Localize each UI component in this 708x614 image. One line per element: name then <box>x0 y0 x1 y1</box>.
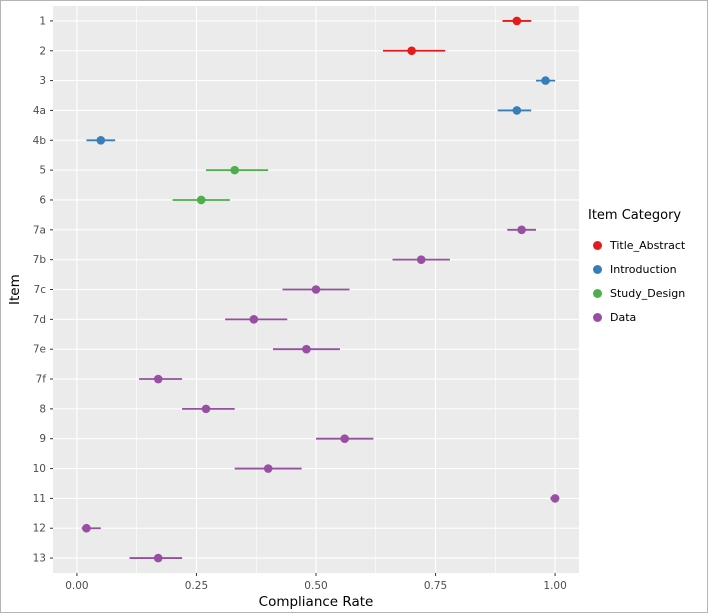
y-tick-label: 4b <box>33 135 47 147</box>
x-axis-title: Compliance Rate <box>258 594 374 610</box>
axes: 0.00 0.25 0.50 0.75 1.001234a4b567a7b7c7d7e7… <box>33 15 567 592</box>
data-point <box>249 315 259 324</box>
data-point <box>311 285 321 294</box>
y-tick-label: 9 <box>39 433 46 445</box>
y-tick-label: 7c <box>34 284 47 296</box>
data-point <box>407 46 416 56</box>
data-point <box>196 195 206 205</box>
data-point <box>82 523 91 533</box>
y-tick-label: 7a <box>33 224 46 236</box>
gridlines <box>53 6 579 573</box>
data-point <box>340 434 349 444</box>
legend-items: Title_Abstract Introduction Study_Design Da… <box>588 233 708 329</box>
y-tick-label: 4a <box>33 105 46 117</box>
legend-item: Title_Abstract <box>588 233 708 257</box>
y-tick-label: 3 <box>39 75 46 87</box>
y-tick-label: 8 <box>39 403 46 415</box>
x-tick-label: 0.25 <box>185 580 208 592</box>
data-point <box>517 225 526 235</box>
x-tick-label: 0.00 <box>65 580 88 592</box>
y-tick-label: 2 <box>39 45 46 57</box>
data-point <box>541 76 550 85</box>
data-point <box>512 16 522 26</box>
data-point <box>416 255 426 264</box>
legend-key-dot <box>593 240 602 250</box>
x-tick-label: 0.50 <box>304 580 327 592</box>
y-tick-label: 11 <box>33 493 46 505</box>
legend-title: Item Category <box>588 208 682 223</box>
x-tick-label: 1.00 <box>543 580 566 592</box>
y-tick-label: 10 <box>33 463 46 475</box>
legend-item: Study_Design <box>588 281 708 305</box>
data-point <box>550 494 560 503</box>
data-point <box>263 464 273 473</box>
legend-key-dot <box>593 264 602 274</box>
y-tick-label: 6 <box>39 194 46 206</box>
legend-item-label: Introduction <box>610 262 677 276</box>
legend-key-dot <box>593 312 602 322</box>
data-point <box>96 135 106 145</box>
y-axis-title: Item <box>7 274 23 305</box>
data-point <box>230 165 240 175</box>
legend-item: Introduction <box>588 257 708 281</box>
y-tick-label: 7e <box>33 344 46 356</box>
data-point <box>153 374 163 384</box>
y-tick-label: 1 <box>39 15 46 27</box>
y-tick-label: 5 <box>39 165 46 177</box>
legend: Item Category Title_Abstract Introduction… <box>588 208 708 329</box>
data-layer <box>81 16 560 563</box>
data-point <box>153 553 163 563</box>
data-point <box>302 344 311 354</box>
legend-item-label: Data <box>610 310 637 324</box>
data-point <box>512 106 522 115</box>
legend-item-label: Title_Abstract <box>610 238 686 252</box>
y-tick-label: 13 <box>33 553 46 565</box>
data-point <box>201 404 211 414</box>
y-tick-label: 12 <box>33 523 46 535</box>
y-tick-label: 7f <box>36 374 47 386</box>
x-tick-label: 0.75 <box>424 580 447 592</box>
legend-key-dot <box>593 288 602 298</box>
y-tick-label: 7b <box>33 254 47 266</box>
legend-item: Data <box>588 305 708 329</box>
legend-item-label: Study_Design <box>610 286 686 300</box>
y-tick-label: 7d <box>33 314 46 326</box>
